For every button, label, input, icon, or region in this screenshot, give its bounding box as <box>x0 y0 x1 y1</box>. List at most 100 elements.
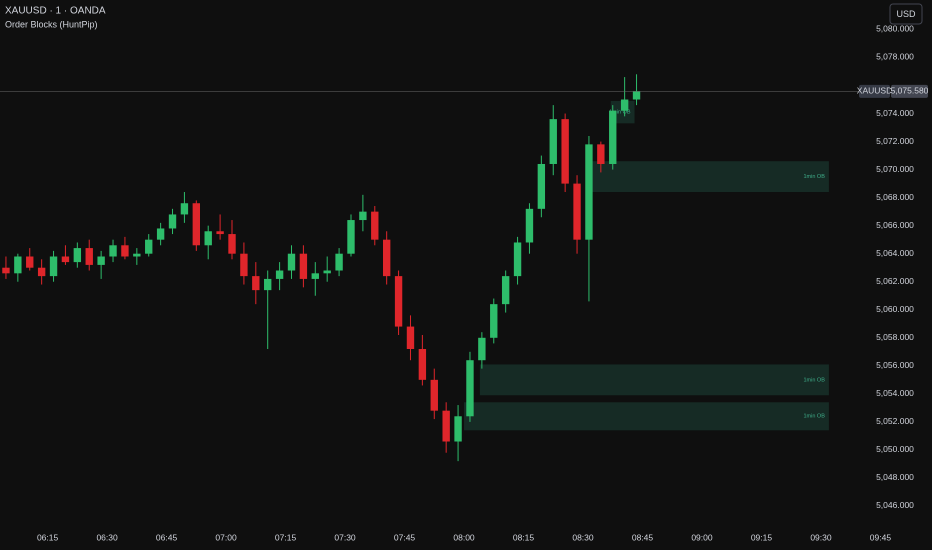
order-block <box>590 161 829 193</box>
x-tick-label: 07:30 <box>334 532 356 542</box>
candle-body <box>145 239 153 254</box>
x-tick-label: 06:45 <box>156 532 178 542</box>
candle-body <box>430 379 438 411</box>
x-tick-label: 07:45 <box>394 532 416 542</box>
y-tick-label: 5,058.000 <box>876 332 914 342</box>
candle-body <box>133 253 141 257</box>
candle-body <box>323 270 331 274</box>
candle-body <box>168 214 177 229</box>
candle-body <box>573 183 581 240</box>
x-tick-label: 07:15 <box>275 532 297 542</box>
y-tick-label: 5,056.000 <box>876 360 914 370</box>
order-block <box>479 364 829 396</box>
candle-body <box>216 231 224 235</box>
order-blocks: 1min OB 1min OB 1min OB 1min OB <box>464 100 829 431</box>
candle-body <box>597 144 605 164</box>
x-tick-label: 09:15 <box>751 532 773 542</box>
candle-body <box>299 253 308 279</box>
candle-body <box>192 203 201 246</box>
currency-label[interactable]: USD <box>896 9 916 19</box>
candle-body <box>585 144 593 240</box>
candle-body <box>180 203 189 215</box>
candle-body <box>156 228 165 240</box>
candle-body <box>620 99 629 111</box>
candle-body <box>478 337 486 361</box>
x-tick-label: 09:00 <box>691 532 713 542</box>
candle-body <box>406 326 415 350</box>
candle-body <box>240 253 248 277</box>
candle-body <box>97 256 105 265</box>
candle-body <box>73 248 82 263</box>
y-tick-label: 5,046.000 <box>876 500 914 510</box>
y-tick-label: 5,072.000 <box>876 136 914 146</box>
order-block-label: 1min OB <box>803 174 825 180</box>
candle-body <box>466 360 474 417</box>
price-tag <box>891 84 928 98</box>
candle-body <box>394 276 403 327</box>
price-tag-label: 5,075.580 <box>891 86 929 96</box>
candle-body <box>204 231 212 246</box>
candle-body <box>287 253 296 271</box>
x-tick-label: 09:30 <box>810 532 832 542</box>
y-tick-label: 5,068.000 <box>876 192 914 202</box>
y-tick-label: 5,066.000 <box>876 220 914 230</box>
y-tick-label: 5,070.000 <box>876 164 914 174</box>
order-block <box>464 402 829 431</box>
candle-body <box>632 91 641 100</box>
x-tick-label: 06:15 <box>37 532 59 542</box>
x-tick-label: 07:00 <box>215 532 237 542</box>
candle-body <box>561 119 569 184</box>
y-tick-label: 5,054.000 <box>876 388 914 398</box>
candle-body <box>335 253 343 271</box>
currency-button[interactable] <box>889 3 923 25</box>
x-tick-label: 08:45 <box>632 532 654 542</box>
candles <box>2 74 641 462</box>
y-tick-label: 5,080.000 <box>876 24 914 34</box>
candle-body <box>121 245 129 257</box>
candle-body <box>454 416 462 442</box>
candle-body <box>61 256 70 263</box>
y-tick-label: 5,060.000 <box>876 304 914 314</box>
candle-body <box>264 278 272 291</box>
candle-body <box>549 119 557 164</box>
y-tick-label: 5,062.000 <box>876 276 914 286</box>
candle-body <box>418 349 427 380</box>
y-tick-label: 5,078.000 <box>876 52 914 62</box>
candle-body <box>37 267 46 277</box>
candle-body <box>109 245 117 257</box>
x-tick-label: 08:30 <box>572 532 594 542</box>
y-tick-label: 5,052.000 <box>876 416 914 426</box>
x-tick-label: 08:00 <box>453 532 475 542</box>
candle-body <box>442 410 450 442</box>
candle-body <box>49 256 58 277</box>
x-tick-label: 09:45 <box>870 532 892 542</box>
candle-body <box>228 234 236 254</box>
candle-body <box>359 211 367 221</box>
chart-title: XAUUSD · 1 · OANDA <box>5 6 106 17</box>
candle-body <box>513 242 522 277</box>
order-block-label: 1min OB <box>803 414 825 420</box>
x-tick-label: 08:15 <box>513 532 535 542</box>
symbol-tag-label: XAUUSD <box>857 86 892 96</box>
y-tick-label: 5,050.000 <box>876 444 914 454</box>
candle-body <box>501 276 510 305</box>
candle-body <box>26 256 34 268</box>
x-tick-label: 06:30 <box>96 532 118 542</box>
candle-body <box>537 163 546 209</box>
candle-body <box>2 267 10 274</box>
candle-body <box>275 270 284 279</box>
order-block-label: 1min OB <box>803 377 825 383</box>
order-block <box>610 100 635 124</box>
indicator-name: Order Blocks (HuntPip) <box>5 19 98 29</box>
candle-body <box>311 273 319 279</box>
order-block-label: 1min OB <box>609 110 631 116</box>
candle-body <box>347 220 355 254</box>
candle-body <box>85 248 93 265</box>
candle-body <box>382 239 391 277</box>
candle-body <box>490 304 498 338</box>
y-tick-label: 5,048.000 <box>876 472 914 482</box>
